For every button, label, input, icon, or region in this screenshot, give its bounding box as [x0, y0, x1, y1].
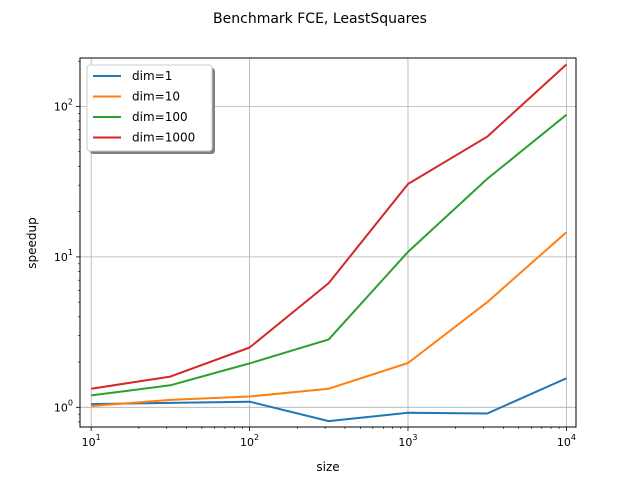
x-tick-label: 101 [82, 433, 101, 449]
y-axis-label: speedup [25, 217, 39, 268]
plot-frame [79, 57, 577, 428]
x-axis-label: size [316, 460, 339, 474]
legend-label: dim=10 [132, 90, 180, 104]
series-line-dim-1 [91, 377, 567, 423]
series-line-dim-10 [91, 231, 568, 407]
legend-label: dim=1000 [132, 131, 195, 145]
y-tick-label: 101 [54, 248, 73, 264]
legend: dim=1 dim=10 dim=100 dim=1000 [86, 64, 215, 154]
y-tick-label: 100 [54, 398, 73, 414]
series-line-dim-100 [91, 114, 568, 397]
y-axis-ticks: 100 101 102 [54, 60, 80, 423]
x-tick-label: 104 [557, 433, 576, 449]
legend-label: dim=100 [132, 110, 188, 124]
y-tick-label: 102 [54, 97, 73, 113]
x-axis-ticks: 101 102 103 104 [82, 427, 576, 449]
x-tick-label: 102 [240, 433, 259, 449]
chart-title: Benchmark FCE, LeastSquares [213, 11, 427, 27]
legend-box [86, 64, 213, 152]
series-line-dim-1000 [91, 63, 568, 390]
x-tick-label: 103 [398, 433, 417, 449]
legend-label: dim=1 [132, 69, 172, 83]
series-lines [91, 63, 568, 423]
